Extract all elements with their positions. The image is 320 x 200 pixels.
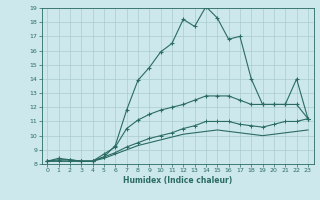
X-axis label: Humidex (Indice chaleur): Humidex (Indice chaleur) xyxy=(123,176,232,185)
